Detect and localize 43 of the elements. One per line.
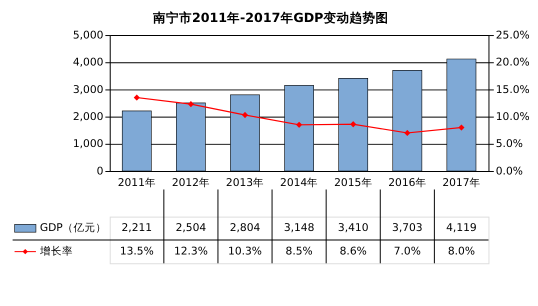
legend-label: 增长率 (38, 244, 73, 258)
data-label: 8.0% (448, 244, 475, 258)
x-tick-label: 2011年 (118, 176, 156, 190)
y-tick-label: 3,000 (72, 82, 104, 96)
y-tick-label: 2,000 (72, 110, 104, 124)
x-tick-label: 2016年 (388, 176, 426, 190)
point (350, 121, 356, 128)
data-label: 7.0% (394, 244, 421, 258)
point (188, 101, 194, 108)
point (296, 122, 302, 128)
y2-tick-label: 0.0% (496, 164, 523, 178)
y2-tick-label: 10.0% (496, 110, 530, 124)
y-tick-label: 5,000 (72, 28, 104, 42)
data-label: 2,804 (230, 221, 260, 234)
data-label: 8.5% (286, 244, 313, 258)
data-label: 13.5% (120, 244, 154, 258)
y2-tick-label: 15.0% (496, 82, 530, 96)
data-label: 4,119 (446, 221, 477, 234)
y-tick-label: 4,000 (72, 56, 104, 69)
data-label: 2,211 (122, 221, 152, 234)
data-label: 3,148 (284, 221, 315, 234)
x-tick-label: 2013年 (226, 176, 264, 190)
point (242, 112, 248, 118)
x-tick-label: 2015年 (334, 176, 372, 190)
x-tick-label: 2017年 (442, 176, 481, 190)
point (134, 94, 140, 101)
data-label: 10.3% (228, 244, 262, 258)
y2-tick-label: 5.0% (496, 137, 523, 150)
data-label: 2,504 (176, 221, 206, 234)
y2-tick-label: 20.0% (496, 56, 530, 69)
data-label: 3,703 (392, 221, 423, 234)
data-label: 3,410 (338, 221, 369, 234)
x-tick-label: 2014年 (280, 176, 318, 190)
y-tick-label: 1,000 (72, 137, 104, 150)
data-label: 8.6% (340, 244, 367, 258)
x-tick-label: 2012年 (172, 176, 210, 190)
legend-label: GDP（亿元） (40, 221, 107, 234)
data-label: 12.3% (174, 244, 208, 258)
chart-title: 南宁市2011年-2017年GDP变动趋势图 (152, 10, 388, 25)
point (458, 124, 464, 131)
y2-tick-label: 25.0% (496, 28, 530, 42)
point (404, 130, 410, 136)
y-tick-label: 0 (96, 164, 104, 178)
